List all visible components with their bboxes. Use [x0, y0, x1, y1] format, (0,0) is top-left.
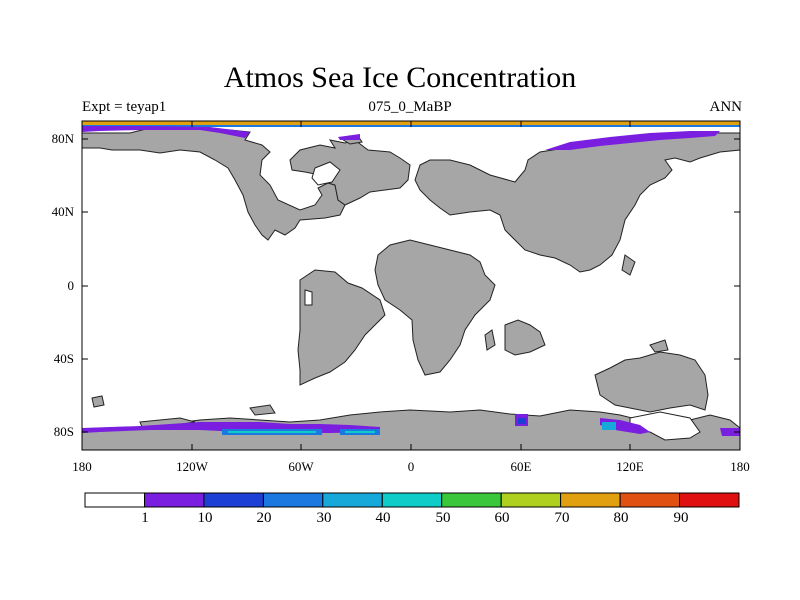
- x-tick-label: 120W: [176, 459, 208, 474]
- x-tick-label: 120E: [616, 459, 644, 474]
- land-north-america: [81, 127, 346, 241]
- sea-ice-arctic-alaska: [82, 126, 250, 138]
- land-island-pacific: [91, 395, 105, 408]
- sea-ice-antarctic-far-east: [720, 428, 740, 436]
- sea-ice-arctic-island: [338, 134, 360, 140]
- land-antarctica: [81, 409, 741, 451]
- land-new-zealand: [649, 339, 669, 353]
- time-period-label: 075_0_MaBP: [368, 99, 452, 115]
- season-label: ANN: [709, 99, 743, 115]
- land-masses: [81, 127, 741, 451]
- land-africa: [374, 239, 496, 376]
- x-tick-label: 180: [72, 459, 92, 474]
- colorbar-swatch: [322, 492, 383, 508]
- sea-ice-weddell-core: [518, 418, 526, 424]
- colorbar-swatch: [441, 492, 502, 508]
- colorbar-label: 30: [316, 510, 332, 526]
- inland-water: [304, 161, 701, 441]
- land-eurasia: [414, 132, 741, 273]
- land-island-south-atlantic: [249, 404, 276, 416]
- land-india: [504, 319, 546, 356]
- hudson-bay: [311, 161, 341, 186]
- colorbar-swatch: [203, 492, 264, 508]
- x-tick-label: 60W: [288, 459, 314, 474]
- sea-ice-ross-light: [228, 431, 316, 433]
- colorbar-label: 90: [673, 510, 689, 526]
- x-tick-label: 180: [730, 459, 750, 474]
- colorbar-swatch: [560, 492, 621, 508]
- colorbar-label: 20: [256, 510, 272, 526]
- colorbar-swatch: [500, 492, 562, 508]
- colorbar-label: 40: [375, 510, 391, 526]
- x-tick-label: 0: [407, 459, 415, 474]
- y-tick-label: 80N: [51, 131, 74, 146]
- colorbar-swatch: [262, 492, 324, 508]
- colorbar-swatch: [144, 492, 205, 508]
- land-south-america: [297, 269, 386, 386]
- land-australia: [594, 351, 709, 413]
- colorbar: [84, 492, 740, 508]
- land-korea-japan: [621, 254, 636, 276]
- chart-title: Atmos Sea Ice Concentration: [223, 61, 577, 94]
- sea-ice-high-concentration: [222, 418, 616, 435]
- colorbar-swatch: [679, 492, 740, 508]
- colorbar-label: 50: [435, 510, 451, 526]
- colorbar-label: 10: [197, 510, 213, 526]
- y-tick-label: 80S: [53, 424, 74, 439]
- y-tick-label: 40N: [51, 204, 74, 219]
- colorbar-label: 1: [141, 510, 149, 526]
- south-atlantic-gap: [304, 289, 313, 306]
- experiment-label: Expt = teyap1: [82, 99, 167, 115]
- x-tick-marks: [81, 121, 741, 450]
- colorbar-label: 70: [554, 510, 570, 526]
- colorbar-swatch: [84, 492, 145, 508]
- y-tick-marks: [82, 138, 740, 433]
- sea-ice-east-dense: [602, 422, 616, 430]
- y-tick-label: 0: [67, 278, 75, 293]
- colorbar-label: 60: [494, 510, 510, 526]
- sea-ice-arctic-siberia: [545, 131, 720, 150]
- colorbar-label: 80: [613, 510, 629, 526]
- sea-ice-weddell-light: [345, 431, 375, 433]
- colorbar-swatch: [619, 492, 681, 508]
- colorbar-swatch: [381, 492, 443, 508]
- y-tick-label: 40S: [53, 351, 74, 366]
- land-madagascar: [484, 329, 496, 351]
- x-tick-label: 60E: [510, 459, 532, 474]
